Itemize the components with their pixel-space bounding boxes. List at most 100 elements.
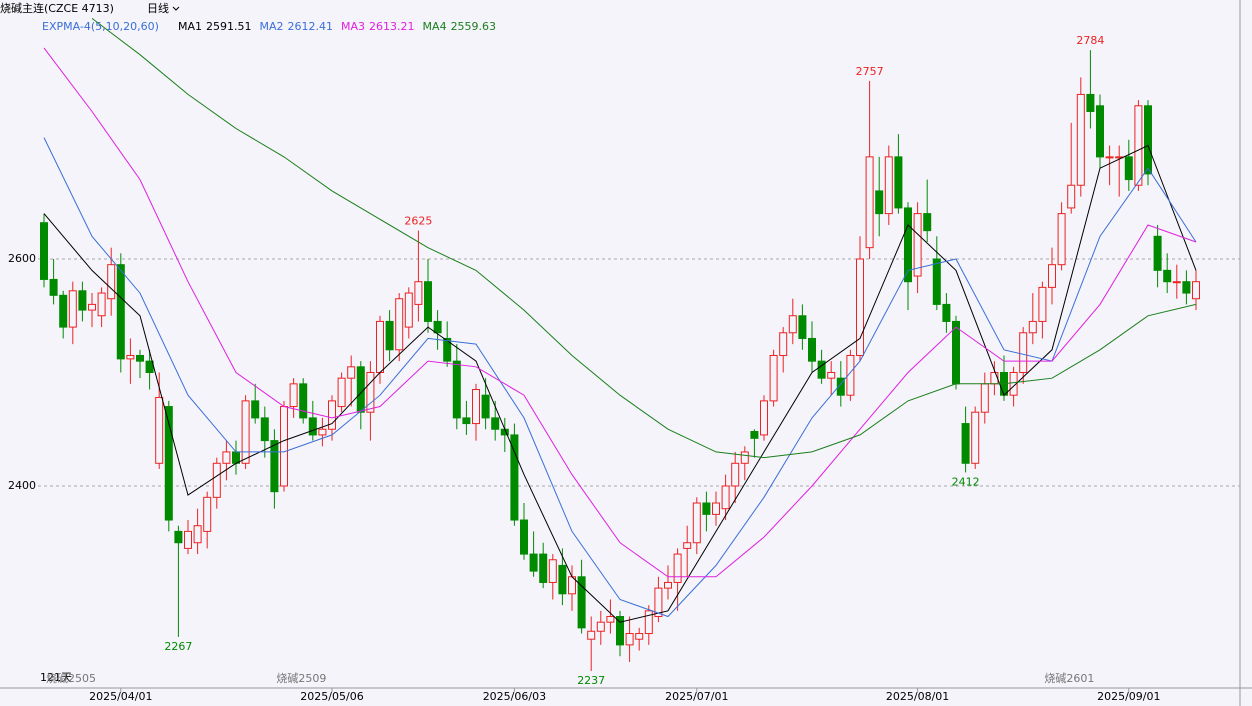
candle-body [683, 542, 692, 549]
candle-body [184, 530, 192, 549]
candle-body [596, 621, 605, 632]
candle-body [318, 428, 327, 436]
candle-body [232, 451, 240, 464]
candle-body [1076, 93, 1085, 186]
candle-body [145, 360, 154, 373]
candle-body [635, 633, 644, 640]
candle-body [433, 320, 442, 334]
candle-body [107, 264, 116, 300]
candle-body [587, 630, 596, 640]
candle-body [875, 190, 884, 215]
candle-body [1153, 235, 1162, 271]
legend-value: 2559.63 [451, 20, 497, 33]
candle-body [472, 389, 480, 425]
candle-body [539, 553, 548, 583]
indicator[interactable]: EXPMA-4(5,10,20,60) [42, 20, 159, 33]
candle-body [990, 371, 999, 385]
candle-body [1057, 213, 1066, 266]
period[interactable]: 日线 [147, 1, 169, 15]
x-tick-label: 2025/04/01 [89, 690, 152, 703]
candle-body [1182, 281, 1191, 294]
x-tick-label: 2025/08/01 [886, 690, 949, 703]
candle-body [913, 213, 922, 277]
chart-title[interactable]: 烧碱主连(CZCE 4713) [0, 2, 114, 15]
candle-body [923, 213, 932, 232]
low-label: 2412 [952, 475, 980, 488]
low-label: 2237 [577, 674, 605, 687]
candle-body [606, 616, 615, 623]
legend: MA1 2591.51 MA2 2612.41 MA3 2613.21 MA4 2559.63 [178, 20, 496, 33]
candle-body [424, 281, 432, 322]
candle-body [126, 354, 135, 360]
candle-body [88, 303, 96, 311]
high-label: 2784 [1076, 34, 1104, 47]
contract-label: 烧碱2509 [276, 672, 326, 685]
candle-body [817, 360, 826, 379]
candle-body [385, 320, 394, 351]
candle-body [1192, 281, 1200, 300]
candle-body [846, 354, 855, 396]
candle-body [904, 207, 912, 283]
candle-body [702, 502, 711, 515]
legend-name: MA3 [341, 20, 365, 33]
candle-body [664, 581, 672, 589]
candle-body [452, 360, 461, 419]
candle-body [673, 553, 682, 583]
candle-body [827, 371, 836, 379]
candle-body [59, 294, 68, 328]
dropdown-icon[interactable] [172, 6, 180, 11]
candle-body [395, 298, 404, 351]
x-tick-label: 2025/07/01 [665, 690, 728, 703]
high-label: 2625 [404, 215, 432, 228]
candle-body [155, 396, 164, 464]
candle-body [404, 292, 413, 328]
candle-body [558, 564, 567, 595]
legend-name: MA1 [178, 20, 202, 33]
candle-body [1019, 332, 1028, 373]
candle-body [971, 411, 980, 464]
candle-body [270, 440, 279, 493]
x-tick-label: 2025/09/01 [1097, 690, 1160, 703]
candle-body [856, 258, 864, 356]
candle-body [1134, 105, 1143, 186]
candle-body [894, 156, 903, 209]
ma-line [43, 144, 1197, 623]
candle-body [414, 281, 423, 305]
candle-body [328, 400, 336, 430]
candle-body [260, 417, 269, 442]
candle-body [577, 576, 586, 629]
day-count: 121天 [40, 671, 72, 684]
candle-body [788, 315, 797, 334]
candle-body [347, 366, 356, 379]
candle-body [1172, 281, 1181, 284]
legend-name: MA4 [423, 20, 447, 33]
candle-body [952, 320, 960, 385]
candle-body [337, 377, 346, 408]
candle-body [1086, 93, 1095, 112]
legend-value: 2612.41 [288, 20, 334, 33]
candle-body [251, 400, 260, 419]
candle-body [1124, 156, 1133, 181]
candle-body [798, 315, 807, 339]
candle-body [865, 156, 874, 249]
candle-body [721, 485, 730, 510]
candle-body [1009, 371, 1018, 396]
candle-body [1096, 105, 1104, 158]
candle-body [212, 462, 221, 498]
candle-body [808, 337, 816, 362]
candle-body [136, 354, 144, 362]
candle-body [376, 320, 384, 373]
candle-body [779, 332, 788, 356]
candle-body [308, 417, 317, 436]
candle-body [280, 406, 288, 487]
x-tick-label: 2025/05/06 [300, 690, 363, 703]
ma-line [91, 18, 1197, 459]
candle-body [961, 423, 970, 464]
candle-body [241, 400, 250, 464]
candle-body [174, 530, 183, 544]
candle-body [692, 502, 701, 544]
candle-body [366, 371, 375, 413]
candle-body [491, 417, 500, 430]
